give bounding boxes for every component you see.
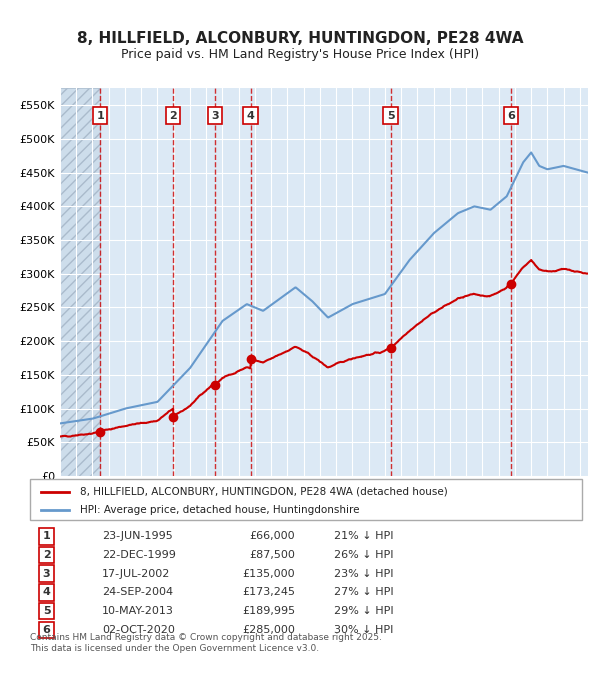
Text: 21% ↓ HPI: 21% ↓ HPI [334, 531, 393, 541]
Text: 4: 4 [43, 588, 50, 598]
Text: £189,995: £189,995 [242, 606, 295, 616]
Text: 6: 6 [43, 625, 50, 635]
Text: HPI: Average price, detached house, Huntingdonshire: HPI: Average price, detached house, Hunt… [80, 505, 359, 515]
Text: 10-MAY-2013: 10-MAY-2013 [102, 606, 173, 616]
FancyBboxPatch shape [30, 479, 582, 520]
Text: 1: 1 [96, 111, 104, 120]
Text: 8, HILLFIELD, ALCONBURY, HUNTINGDON, PE28 4WA: 8, HILLFIELD, ALCONBURY, HUNTINGDON, PE2… [77, 31, 523, 46]
Text: 23-JUN-1995: 23-JUN-1995 [102, 531, 173, 541]
Text: 22-DEC-1999: 22-DEC-1999 [102, 550, 176, 560]
Text: £66,000: £66,000 [250, 531, 295, 541]
Text: £285,000: £285,000 [242, 625, 295, 635]
Bar [60, 88, 100, 476]
Text: 2: 2 [169, 111, 177, 120]
Text: 30% ↓ HPI: 30% ↓ HPI [334, 625, 393, 635]
Text: 27% ↓ HPI: 27% ↓ HPI [334, 588, 393, 598]
Text: £173,245: £173,245 [242, 588, 295, 598]
Text: 26% ↓ HPI: 26% ↓ HPI [334, 550, 393, 560]
Text: £135,000: £135,000 [242, 568, 295, 579]
Text: 17-JUL-2002: 17-JUL-2002 [102, 568, 170, 579]
Text: 5: 5 [43, 606, 50, 616]
Bar [100, 88, 588, 476]
Text: Contains HM Land Registry data © Crown copyright and database right 2025.
This d: Contains HM Land Registry data © Crown c… [30, 633, 382, 653]
Text: 3: 3 [211, 111, 218, 120]
Text: 3: 3 [43, 568, 50, 579]
Text: 29% ↓ HPI: 29% ↓ HPI [334, 606, 393, 616]
Text: 6: 6 [507, 111, 515, 120]
Text: 23% ↓ HPI: 23% ↓ HPI [334, 568, 393, 579]
Text: 24-SEP-2004: 24-SEP-2004 [102, 588, 173, 598]
Text: 02-OCT-2020: 02-OCT-2020 [102, 625, 175, 635]
Text: 5: 5 [387, 111, 394, 120]
Text: 1: 1 [43, 531, 50, 541]
Bar [60, 88, 100, 476]
Text: £87,500: £87,500 [249, 550, 295, 560]
Text: 4: 4 [247, 111, 254, 120]
Text: Price paid vs. HM Land Registry's House Price Index (HPI): Price paid vs. HM Land Registry's House … [121, 48, 479, 61]
Text: 2: 2 [43, 550, 50, 560]
Text: 8, HILLFIELD, ALCONBURY, HUNTINGDON, PE28 4WA (detached house): 8, HILLFIELD, ALCONBURY, HUNTINGDON, PE2… [80, 487, 448, 496]
